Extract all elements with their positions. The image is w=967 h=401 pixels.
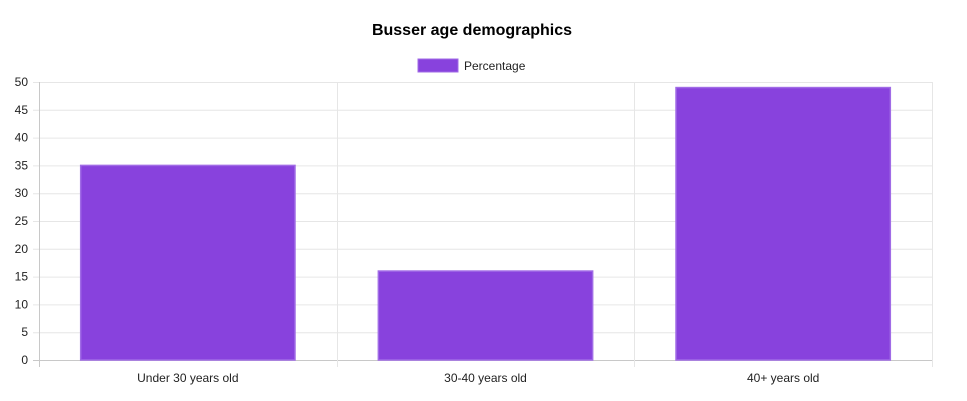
legend-label: Percentage <box>464 59 526 73</box>
bar[interactable] <box>377 270 594 361</box>
x-axis-tick-labels: Under 30 years old 30-40 years old 40+ yea… <box>137 371 819 385</box>
y-tick-label: 15 <box>15 270 29 284</box>
y-tick-label: 30 <box>15 186 29 200</box>
y-tick-label: 10 <box>15 297 29 311</box>
y-tick-label: 20 <box>15 242 29 256</box>
y-tick-label: 35 <box>15 158 29 172</box>
bar[interactable] <box>675 86 892 361</box>
x-tick-label: 30-40 years old <box>444 371 527 385</box>
legend-swatch <box>417 58 459 73</box>
y-tick-label: 25 <box>15 214 29 228</box>
y-tick-label: 40 <box>15 131 29 145</box>
legend[interactable]: Percentage <box>417 58 526 73</box>
bar[interactable] <box>79 164 296 361</box>
x-tick-label: 40+ years old <box>747 371 819 385</box>
x-tick-label: Under 30 years old <box>137 371 238 385</box>
y-tick-label: 0 <box>21 353 28 367</box>
bars <box>79 86 892 361</box>
chart-title: Busser age demographics <box>372 22 572 39</box>
y-tick-label: 5 <box>21 325 28 339</box>
y-axis-tick-labels: 0 5 10 15 20 25 30 35 40 45 50 <box>15 75 29 367</box>
y-tick-label: 45 <box>15 103 29 117</box>
y-tick-label: 50 <box>15 75 29 89</box>
